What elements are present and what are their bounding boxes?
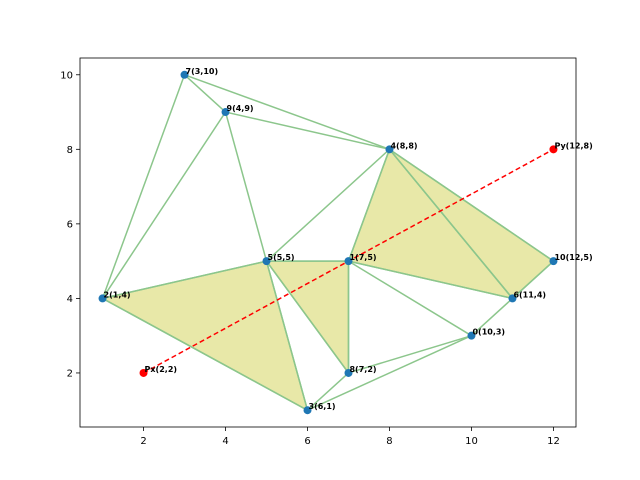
edge-line [347, 149, 391, 262]
point-label: 3(6,1) [309, 402, 336, 411]
triangulation-edges [101, 74, 554, 411]
y-tick-label: 10 [60, 70, 73, 81]
data-point [549, 257, 558, 266]
edge-line [101, 111, 227, 299]
edge-line [265, 260, 350, 374]
edge-line [225, 111, 390, 151]
data-point [221, 108, 230, 117]
x-tick-label: 6 [304, 436, 310, 447]
edge-line [307, 334, 472, 411]
data-point [262, 257, 271, 266]
edge-line [266, 148, 390, 262]
point-label: 2(1,4) [104, 290, 131, 299]
data-point [508, 294, 517, 303]
point-labels: 0(10,3) 1(7,5) 2(1,4) 3(6,1) 4(8,8) 5(5,5) 6(1… [104, 67, 593, 411]
point-label: 9(4,9) [227, 104, 254, 113]
point-label: 10(12,5) [554, 253, 592, 262]
triangle-fill [100, 260, 309, 412]
point-label: 5(5,5) [268, 253, 295, 262]
edge-line [184, 74, 390, 151]
edge-line [102, 260, 267, 300]
edge-line [101, 74, 186, 299]
edge-line [348, 334, 472, 374]
segment-endpoint [139, 368, 148, 377]
data-point [180, 70, 189, 79]
edge-line [348, 260, 472, 337]
edge-line [470, 297, 513, 337]
x-tick-label: 8 [386, 436, 392, 447]
data-point [344, 257, 353, 266]
highlighted-triangles [100, 147, 555, 412]
y-tick-label: 4 [67, 294, 73, 305]
x-axis-ticks: 2 4 6 8 10 12 [140, 427, 560, 447]
y-tick-label: 8 [67, 145, 73, 156]
edge-line [102, 297, 308, 411]
point-label: 0(10,3) [472, 328, 505, 337]
edge-line [389, 148, 554, 262]
data-point [385, 145, 394, 154]
edge-line [224, 111, 268, 262]
edge-line [306, 372, 350, 411]
plot-frame [79, 57, 577, 428]
data-point [467, 331, 476, 340]
data-points [98, 70, 558, 415]
data-point [303, 406, 312, 415]
y-tick-label: 2 [67, 368, 73, 379]
data-point [98, 294, 107, 303]
point-label: 6(11,4) [513, 290, 546, 299]
segment-endpoint-label: Py(12,8) [554, 141, 592, 150]
x-tick-label: 10 [465, 436, 478, 447]
edge-line [184, 74, 227, 113]
y-axis-ticks: 2 4 6 8 10 [60, 70, 80, 379]
segment-endpoint [549, 145, 558, 154]
segment-endpoint-label: Px(2,2) [145, 365, 178, 374]
x-tick-label: 2 [140, 436, 146, 447]
x-tick-label: 12 [547, 436, 560, 447]
data-point [344, 368, 353, 377]
point-label: 4(8,8) [390, 141, 417, 150]
y-tick-label: 6 [67, 219, 73, 230]
x-tick-label: 4 [222, 436, 228, 447]
point-label: 8(7,2) [349, 365, 376, 374]
point-label: 7(3,10) [186, 67, 219, 76]
edge-line [511, 260, 554, 299]
edge-line [265, 260, 309, 411]
point-label: 1(7,5) [349, 253, 376, 262]
edge-line [388, 148, 514, 299]
edge-line [348, 260, 513, 300]
